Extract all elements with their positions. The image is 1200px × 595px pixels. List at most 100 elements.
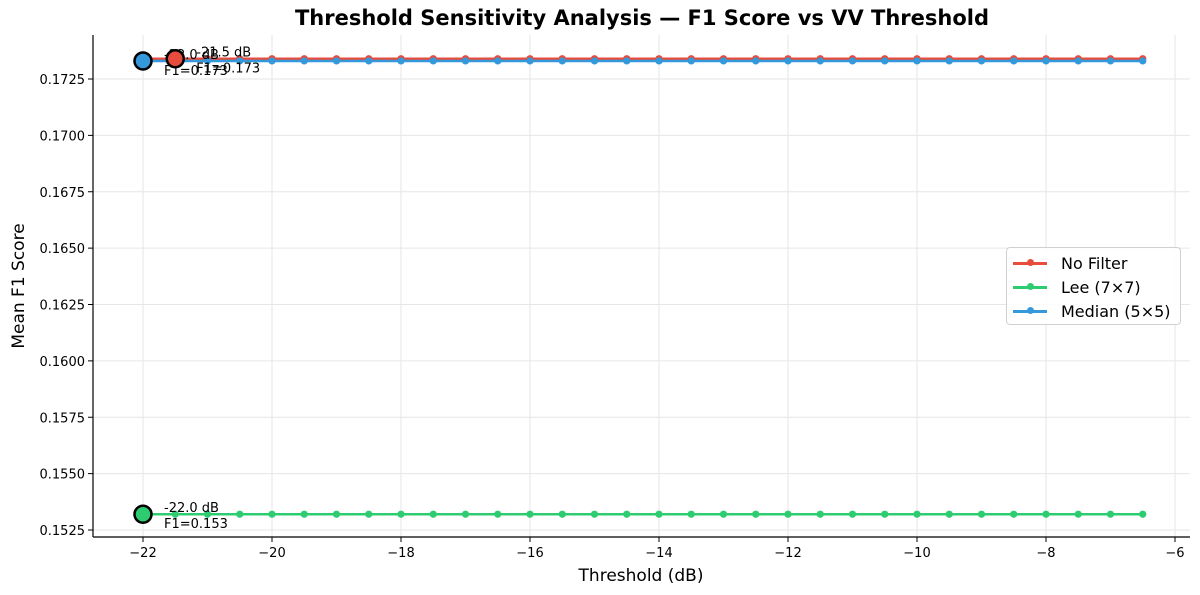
data-point — [623, 57, 631, 65]
data-point — [1106, 510, 1115, 518]
data-point — [719, 510, 728, 518]
data-point — [752, 510, 760, 518]
data-point — [977, 57, 986, 65]
x-axis-label: Threshold (dB) — [578, 566, 704, 586]
data-point — [784, 510, 792, 518]
data-point — [429, 57, 437, 65]
data-point — [1010, 510, 1018, 518]
data-point — [526, 57, 534, 65]
x-tick-label: −12 — [774, 546, 801, 561]
legend: No Filter Lee (7×7) Median (5×5) — [1006, 247, 1181, 325]
data-point — [203, 510, 212, 518]
data-point — [171, 510, 179, 518]
data-point — [655, 57, 663, 65]
y-tick-label: 0.1550 — [40, 468, 86, 483]
best-point-marker — [133, 51, 153, 71]
grid-lines — [93, 35, 1190, 537]
x-tick-label: −18 — [387, 546, 414, 561]
data-point — [816, 510, 824, 518]
data-point — [494, 510, 502, 518]
data-point — [236, 57, 244, 65]
data-point — [300, 57, 308, 65]
data-point — [590, 57, 599, 65]
data-point — [558, 510, 566, 518]
data-point — [300, 510, 308, 518]
y-tick-label: 0.1625 — [40, 299, 86, 314]
data-point — [1139, 510, 1147, 518]
data-point — [397, 57, 405, 65]
data-point — [203, 57, 212, 65]
y-tick-label: 0.1575 — [40, 411, 86, 426]
legend-label: No Filter — [1061, 253, 1128, 273]
y-tick-label: 0.1600 — [40, 355, 86, 370]
data-point — [558, 57, 566, 65]
data-point — [687, 510, 695, 518]
x-tick-label: −8 — [1036, 546, 1055, 561]
data-point — [1074, 57, 1082, 65]
data-point — [1042, 57, 1050, 65]
data-point — [494, 57, 502, 65]
data-point — [687, 57, 695, 65]
y-tick-label: 0.1650 — [40, 242, 86, 257]
y-axis-label: Mean F1 Score — [9, 223, 29, 348]
legend-label: Median (5×5) — [1061, 301, 1171, 321]
data-point — [977, 510, 986, 518]
data-point — [848, 510, 857, 518]
data-point — [1106, 57, 1115, 65]
data-point — [332, 57, 341, 65]
series-layer — [139, 55, 1147, 518]
data-point — [397, 510, 405, 518]
data-point — [623, 510, 631, 518]
x-tick-label: −14 — [645, 546, 672, 561]
data-point — [590, 510, 599, 518]
y-tick-label: 0.1525 — [40, 524, 86, 539]
data-point — [784, 57, 792, 65]
x-tick-label: −16 — [516, 546, 543, 561]
legend-item-no-filter: No Filter — [1013, 251, 1127, 275]
data-point — [268, 57, 276, 65]
data-point — [945, 510, 953, 518]
legend-line-marker-icon — [1013, 259, 1047, 266]
best-threshold-label: -21.5 dB — [196, 46, 251, 61]
best-f1-label: F1=0.173 — [196, 62, 260, 77]
data-point — [268, 510, 276, 518]
y-tick-label: 0.1725 — [40, 73, 86, 88]
data-point — [365, 510, 373, 518]
data-point — [236, 510, 244, 518]
data-point — [429, 510, 437, 518]
x-tick-label: −6 — [1165, 546, 1184, 561]
data-point — [881, 57, 889, 65]
y-tick-label: 0.1675 — [40, 186, 86, 201]
data-point — [461, 510, 470, 518]
y-tick-label: 0.1700 — [40, 129, 86, 144]
data-point — [913, 57, 921, 65]
data-point — [913, 510, 921, 518]
data-point — [1139, 57, 1147, 65]
chart-title: Threshold Sensitivity Analysis — F1 Scor… — [294, 6, 990, 30]
data-point — [881, 510, 889, 518]
legend-item-lee: Lee (7×7) — [1013, 275, 1141, 299]
data-point — [655, 510, 663, 518]
legend-line-marker-icon — [1013, 307, 1047, 314]
best-point-marker — [165, 48, 185, 69]
best-point-marker — [133, 504, 153, 524]
data-point — [332, 510, 341, 518]
best-f1-label: F1=0.173 — [164, 64, 228, 79]
series-median-5-5- — [139, 57, 1147, 65]
axes: −22 −20 −18 −16 −14 −12 −10 −8 −6 0.1525 0.1550 0.1… — [40, 35, 1190, 561]
data-point — [365, 57, 373, 65]
legend-line-marker-icon — [1013, 283, 1047, 290]
data-point — [848, 57, 857, 65]
legend-item-median: Median (5×5) — [1013, 299, 1171, 323]
x-tick-label: −10 — [903, 546, 930, 561]
data-point — [816, 57, 824, 65]
legend-label: Lee (7×7) — [1061, 277, 1141, 297]
x-tick-label: −22 — [129, 546, 156, 561]
data-point — [461, 57, 470, 65]
data-point — [1042, 510, 1050, 518]
data-point — [1074, 510, 1082, 518]
series-lee-7-7- — [139, 510, 1147, 518]
data-point — [719, 57, 728, 65]
best-f1-label: F1=0.153 — [164, 517, 228, 532]
